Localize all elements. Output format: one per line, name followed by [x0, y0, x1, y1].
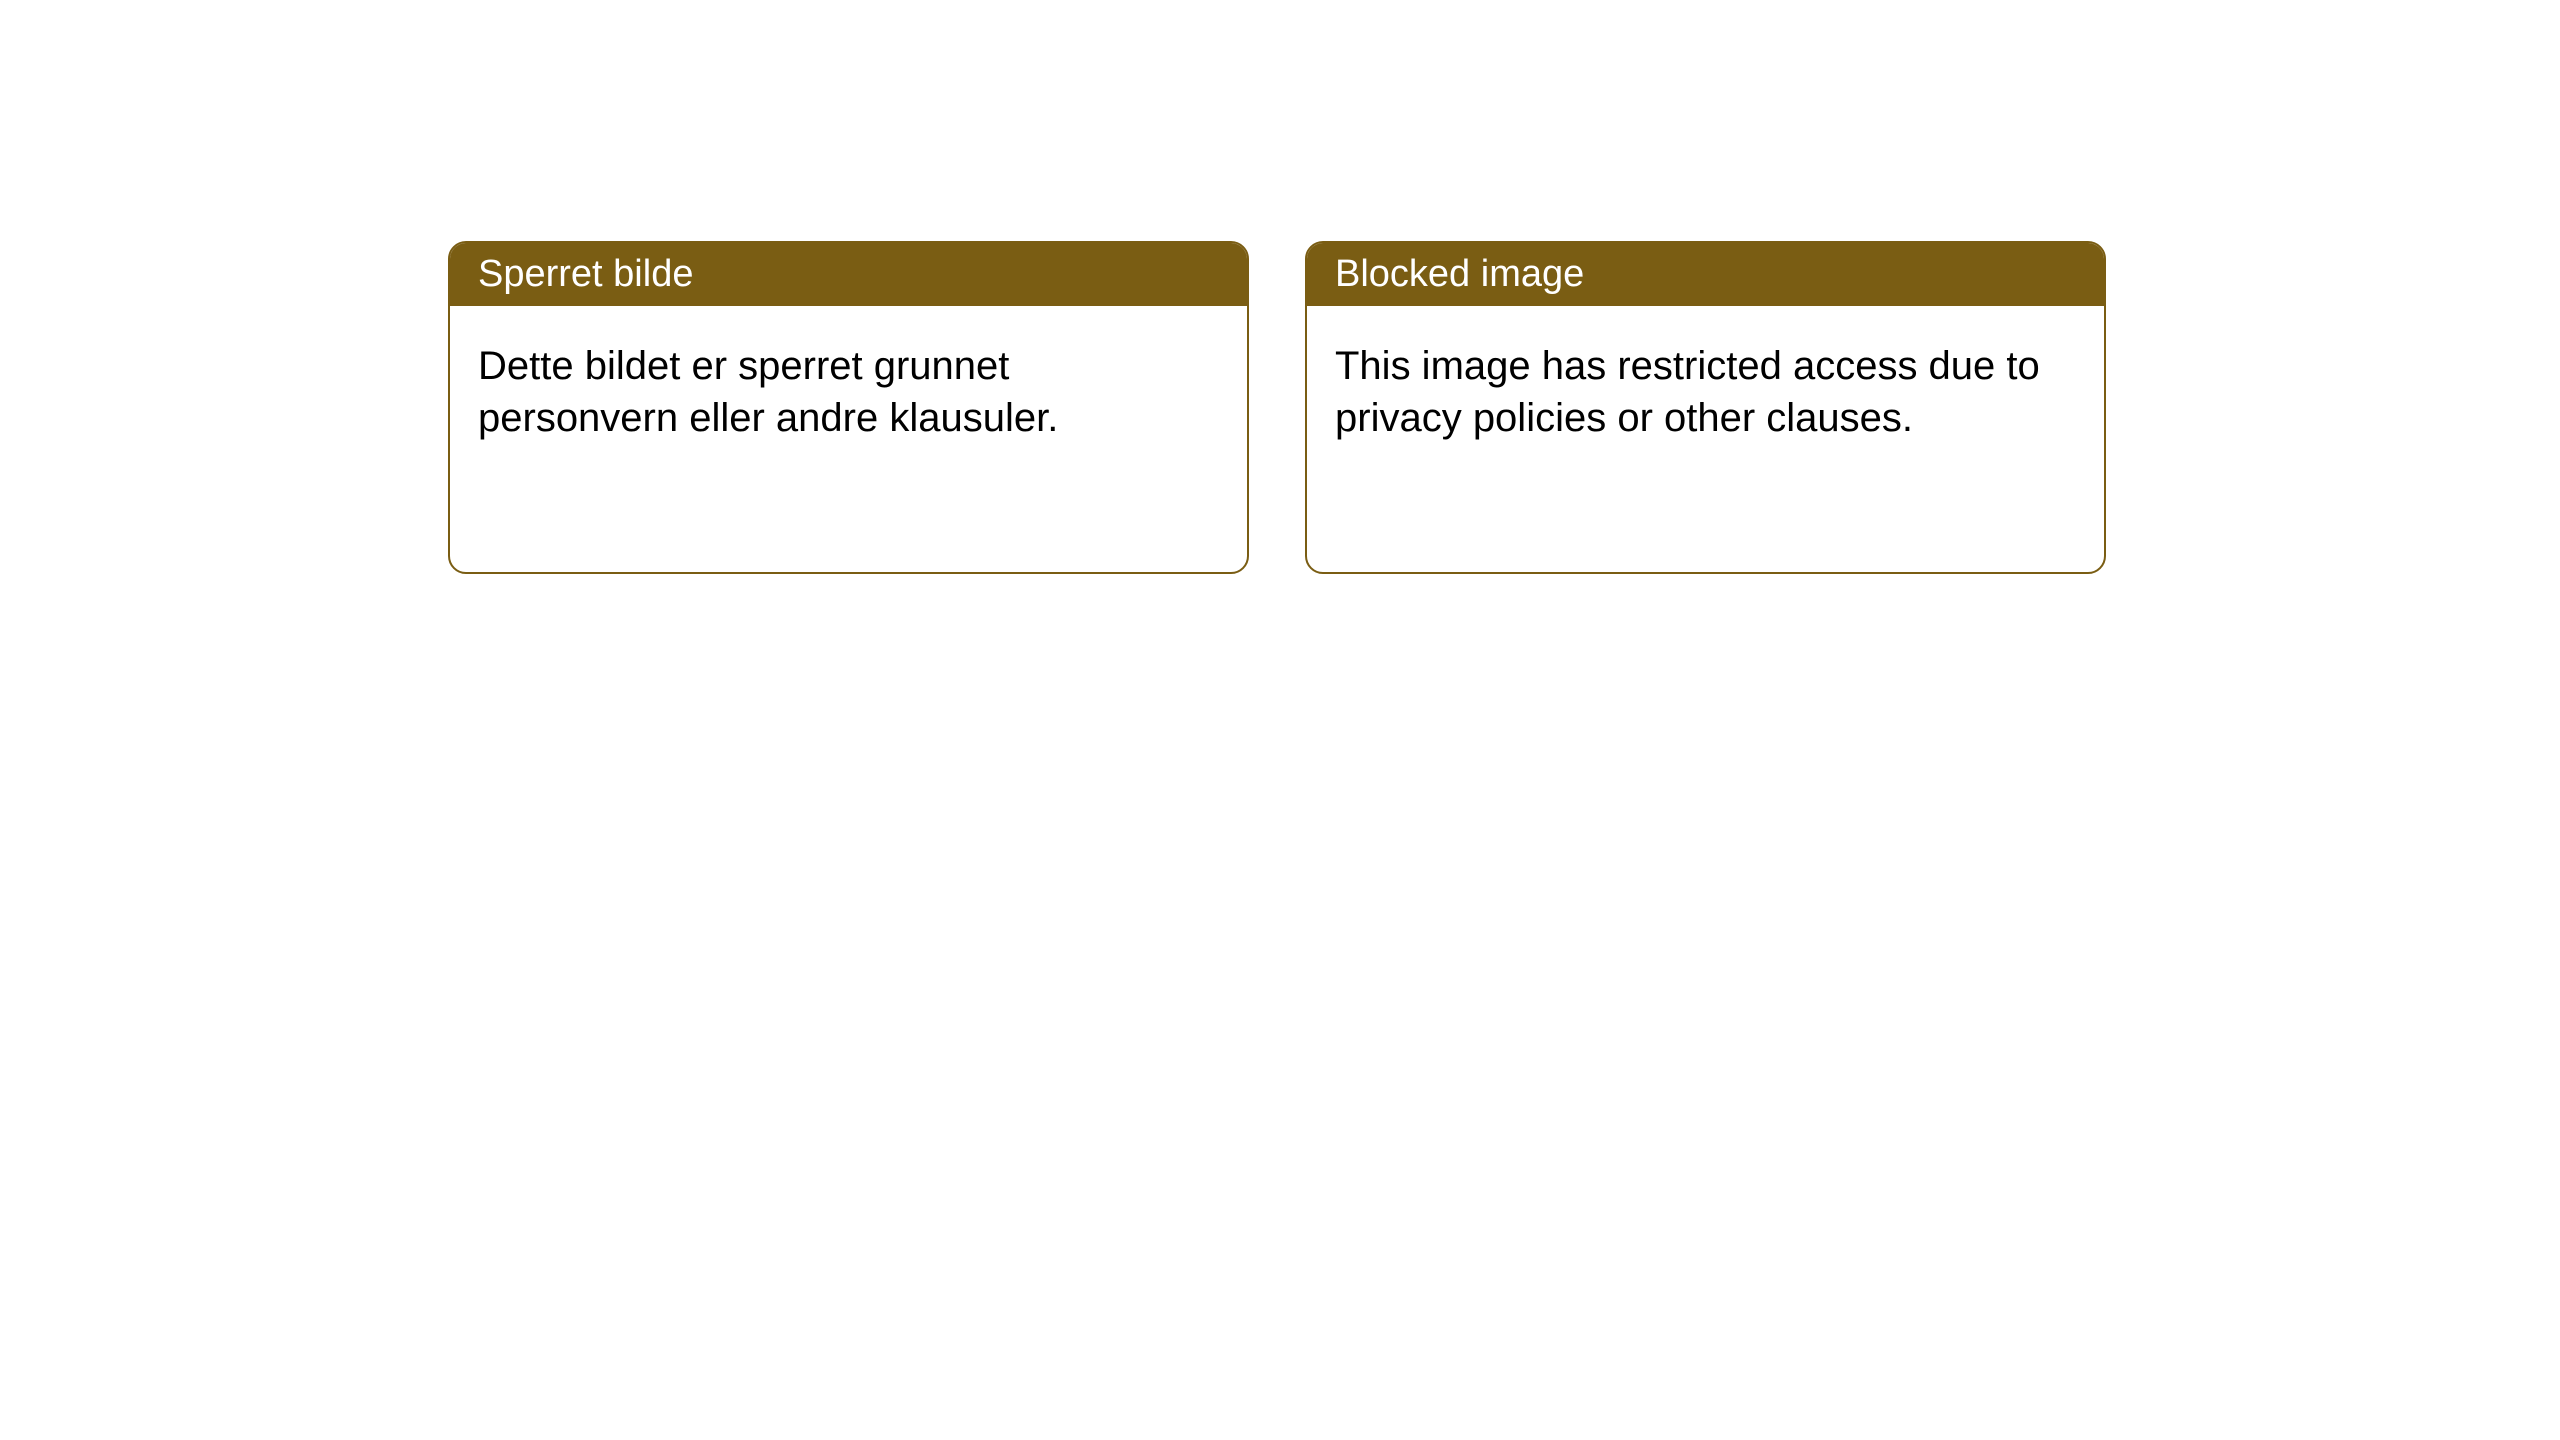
notice-card-english: Blocked image This image has restricted …	[1305, 241, 2106, 574]
notice-card-text: This image has restricted access due to …	[1335, 344, 2040, 440]
notice-card-body: Dette bildet er sperret grunnet personve…	[450, 306, 1247, 478]
notice-card-title: Sperret bilde	[478, 253, 693, 295]
notice-card-header: Blocked image	[1307, 243, 2104, 306]
notice-card-header: Sperret bilde	[450, 243, 1247, 306]
notice-card-title: Blocked image	[1335, 253, 1584, 295]
notice-cards-container: Sperret bilde Dette bildet er sperret gr…	[0, 0, 2560, 574]
notice-card-text: Dette bildet er sperret grunnet personve…	[478, 344, 1058, 440]
notice-card-body: This image has restricted access due to …	[1307, 306, 2104, 478]
notice-card-norwegian: Sperret bilde Dette bildet er sperret gr…	[448, 241, 1249, 574]
